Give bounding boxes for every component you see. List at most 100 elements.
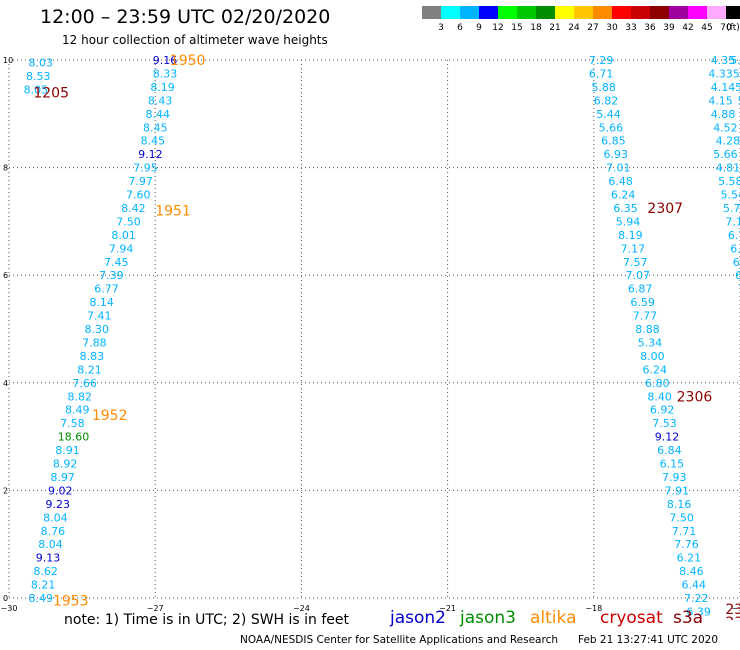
wave-height-label: 7.95 — [133, 162, 158, 175]
legend-label: 36 — [644, 23, 656, 33]
satellite-label-s3a: s3a — [673, 608, 704, 628]
wave-height-label: 8.21 — [31, 579, 56, 592]
legend-swatch — [650, 6, 669, 19]
wave-height-label: 7.45 — [104, 256, 129, 269]
legend-swatch — [555, 6, 574, 19]
x-tick-label: −27 — [147, 604, 164, 613]
wave-height-label: 9.02 — [48, 484, 72, 497]
wave-height-label: 6.21 — [677, 552, 702, 565]
legend-label: 42 — [682, 23, 693, 33]
wave-height-label: 6.77 — [728, 229, 740, 242]
wave-height-label: 6.80 — [645, 377, 670, 390]
satellite-label-cryosat: cryosat — [600, 608, 663, 628]
legend-swatch — [441, 6, 460, 19]
wave-height-label: 6.59 — [630, 296, 655, 309]
time-label: 1951 — [155, 204, 191, 220]
wave-height-label: 8.91 — [55, 444, 79, 457]
wave-height-label: 8.88 — [635, 323, 660, 336]
wave-height-label: 7.50 — [116, 215, 141, 228]
footer-credit: NOAA/NESDIS Center for Satellite Applica… — [240, 634, 558, 646]
legend-unit: (ft) — [726, 23, 740, 33]
y-tick-label: 10 — [3, 56, 13, 65]
wave-height-label: 7.01 — [606, 162, 631, 175]
wave-height-label: 7.29 — [589, 54, 614, 67]
legend-label: 18 — [530, 23, 542, 33]
wave-height-label: 7.41 — [87, 310, 112, 323]
legend-label: 45 — [701, 23, 712, 33]
wave-height-label: 5.58 — [718, 175, 740, 188]
wave-height-label: 7.73 — [689, 619, 714, 620]
time-label: 1952 — [92, 408, 128, 424]
wave-height-label: 5.38 — [733, 67, 740, 80]
wave-height-label: 7.66 — [72, 377, 97, 390]
wave-height-label: 7.53 — [652, 417, 677, 430]
wave-height-label: 8.21 — [77, 363, 102, 376]
satellite-label-altika: altika — [530, 608, 577, 628]
wave-height-label: 4.52 — [713, 121, 738, 134]
legend-label: 27 — [587, 23, 598, 33]
wave-height-label: 8.49 — [65, 404, 90, 417]
wave-height-label: 6.15 — [660, 458, 685, 471]
wave-height-label: 4.81 — [716, 162, 740, 175]
wave-height-label: 7.88 — [82, 336, 107, 349]
wave-height-label: 7.17 — [621, 242, 646, 255]
wave-height-label: 7.76 — [674, 538, 699, 551]
y-tick-label: 4 — [3, 379, 8, 388]
legend-label: 15 — [511, 23, 522, 33]
time-label: 2307 — [647, 201, 683, 217]
wave-height-label: 4.15 — [708, 94, 733, 107]
x-tick-label: −21 — [439, 604, 456, 613]
satellite-label-jason2: jason2 — [390, 608, 446, 628]
wave-height-label: 5.88 — [591, 81, 616, 94]
wave-height-label: 5.34 — [638, 336, 663, 349]
wave-height-label: 5.71 — [723, 202, 740, 215]
wave-height-label: 7.71 — [672, 525, 697, 538]
wave-height-label: 8.19 — [150, 81, 175, 94]
wave-height-label: 8.19 — [618, 229, 643, 242]
wave-height-label: 7.46 — [738, 283, 740, 296]
wave-height-label: 7.91 — [664, 484, 689, 497]
x-tick-label: −15 — [732, 604, 740, 613]
footer-timestamp: Feb 21 13:27:41 UTC 2020 — [578, 634, 718, 646]
wave-height-label: 5.44 — [596, 108, 621, 121]
wave-height-label: 6.82 — [735, 269, 740, 282]
wave-height-label: 8.04 — [38, 538, 63, 551]
wave-height-label: 9.12 — [138, 148, 163, 161]
wave-height-label: 6.24 — [611, 189, 636, 202]
wave-height-label: 8.45 — [143, 121, 168, 134]
wave-height-label: 5.66 — [599, 121, 624, 134]
wave-height-label: 8.82 — [67, 390, 92, 403]
wave-height-label: 6.40 — [730, 242, 740, 255]
wave-height-label: 4.33 — [708, 67, 733, 80]
legend-label: 30 — [606, 23, 618, 33]
wave-height-label: 6.92 — [650, 404, 675, 417]
wave-height-label: 8.45 — [141, 135, 166, 148]
wave-height-label: 8.53 — [26, 70, 51, 83]
legend-swatch — [479, 6, 498, 19]
wave-height-label: 7.57 — [623, 256, 648, 269]
color-legend: 3 6 9 12 15 18 21 24 27 30 33 36 39 42 45 70(ft) — [422, 6, 740, 33]
legend-swatch — [422, 6, 441, 19]
wave-height-label: 7.50 — [669, 511, 694, 524]
legend-swatch — [517, 6, 536, 19]
wave-height-label: 8.83 — [80, 350, 105, 363]
wave-height-label: 7.58 — [60, 417, 85, 430]
legend-label: 3 — [438, 23, 444, 33]
legend-swatch — [536, 6, 555, 19]
legend-swatch — [574, 6, 593, 19]
x-tick-label: −30 — [1, 604, 18, 613]
wave-height-label: 6.84 — [657, 444, 682, 457]
wave-height-label: 5.66 — [713, 148, 738, 161]
wave-height-label: 8.01 — [111, 229, 136, 242]
time-label: 230 — [725, 615, 740, 620]
wave-height-label: 8.00 — [640, 350, 665, 363]
wave-height-label: 9.16 — [153, 54, 178, 67]
legend-swatch — [707, 6, 726, 19]
x-tick-label: −18 — [585, 604, 602, 613]
wave-height-label: 4.35 — [711, 54, 736, 67]
footer-note: note: 1) Time is in UTC; 2) SWH is in fe… — [64, 612, 350, 628]
wave-height-label: 18.60 — [58, 431, 90, 444]
wave-height-label: 6.24 — [643, 363, 668, 376]
wave-height-label: 6.15 — [733, 256, 740, 269]
legend-label: 33 — [625, 23, 636, 33]
